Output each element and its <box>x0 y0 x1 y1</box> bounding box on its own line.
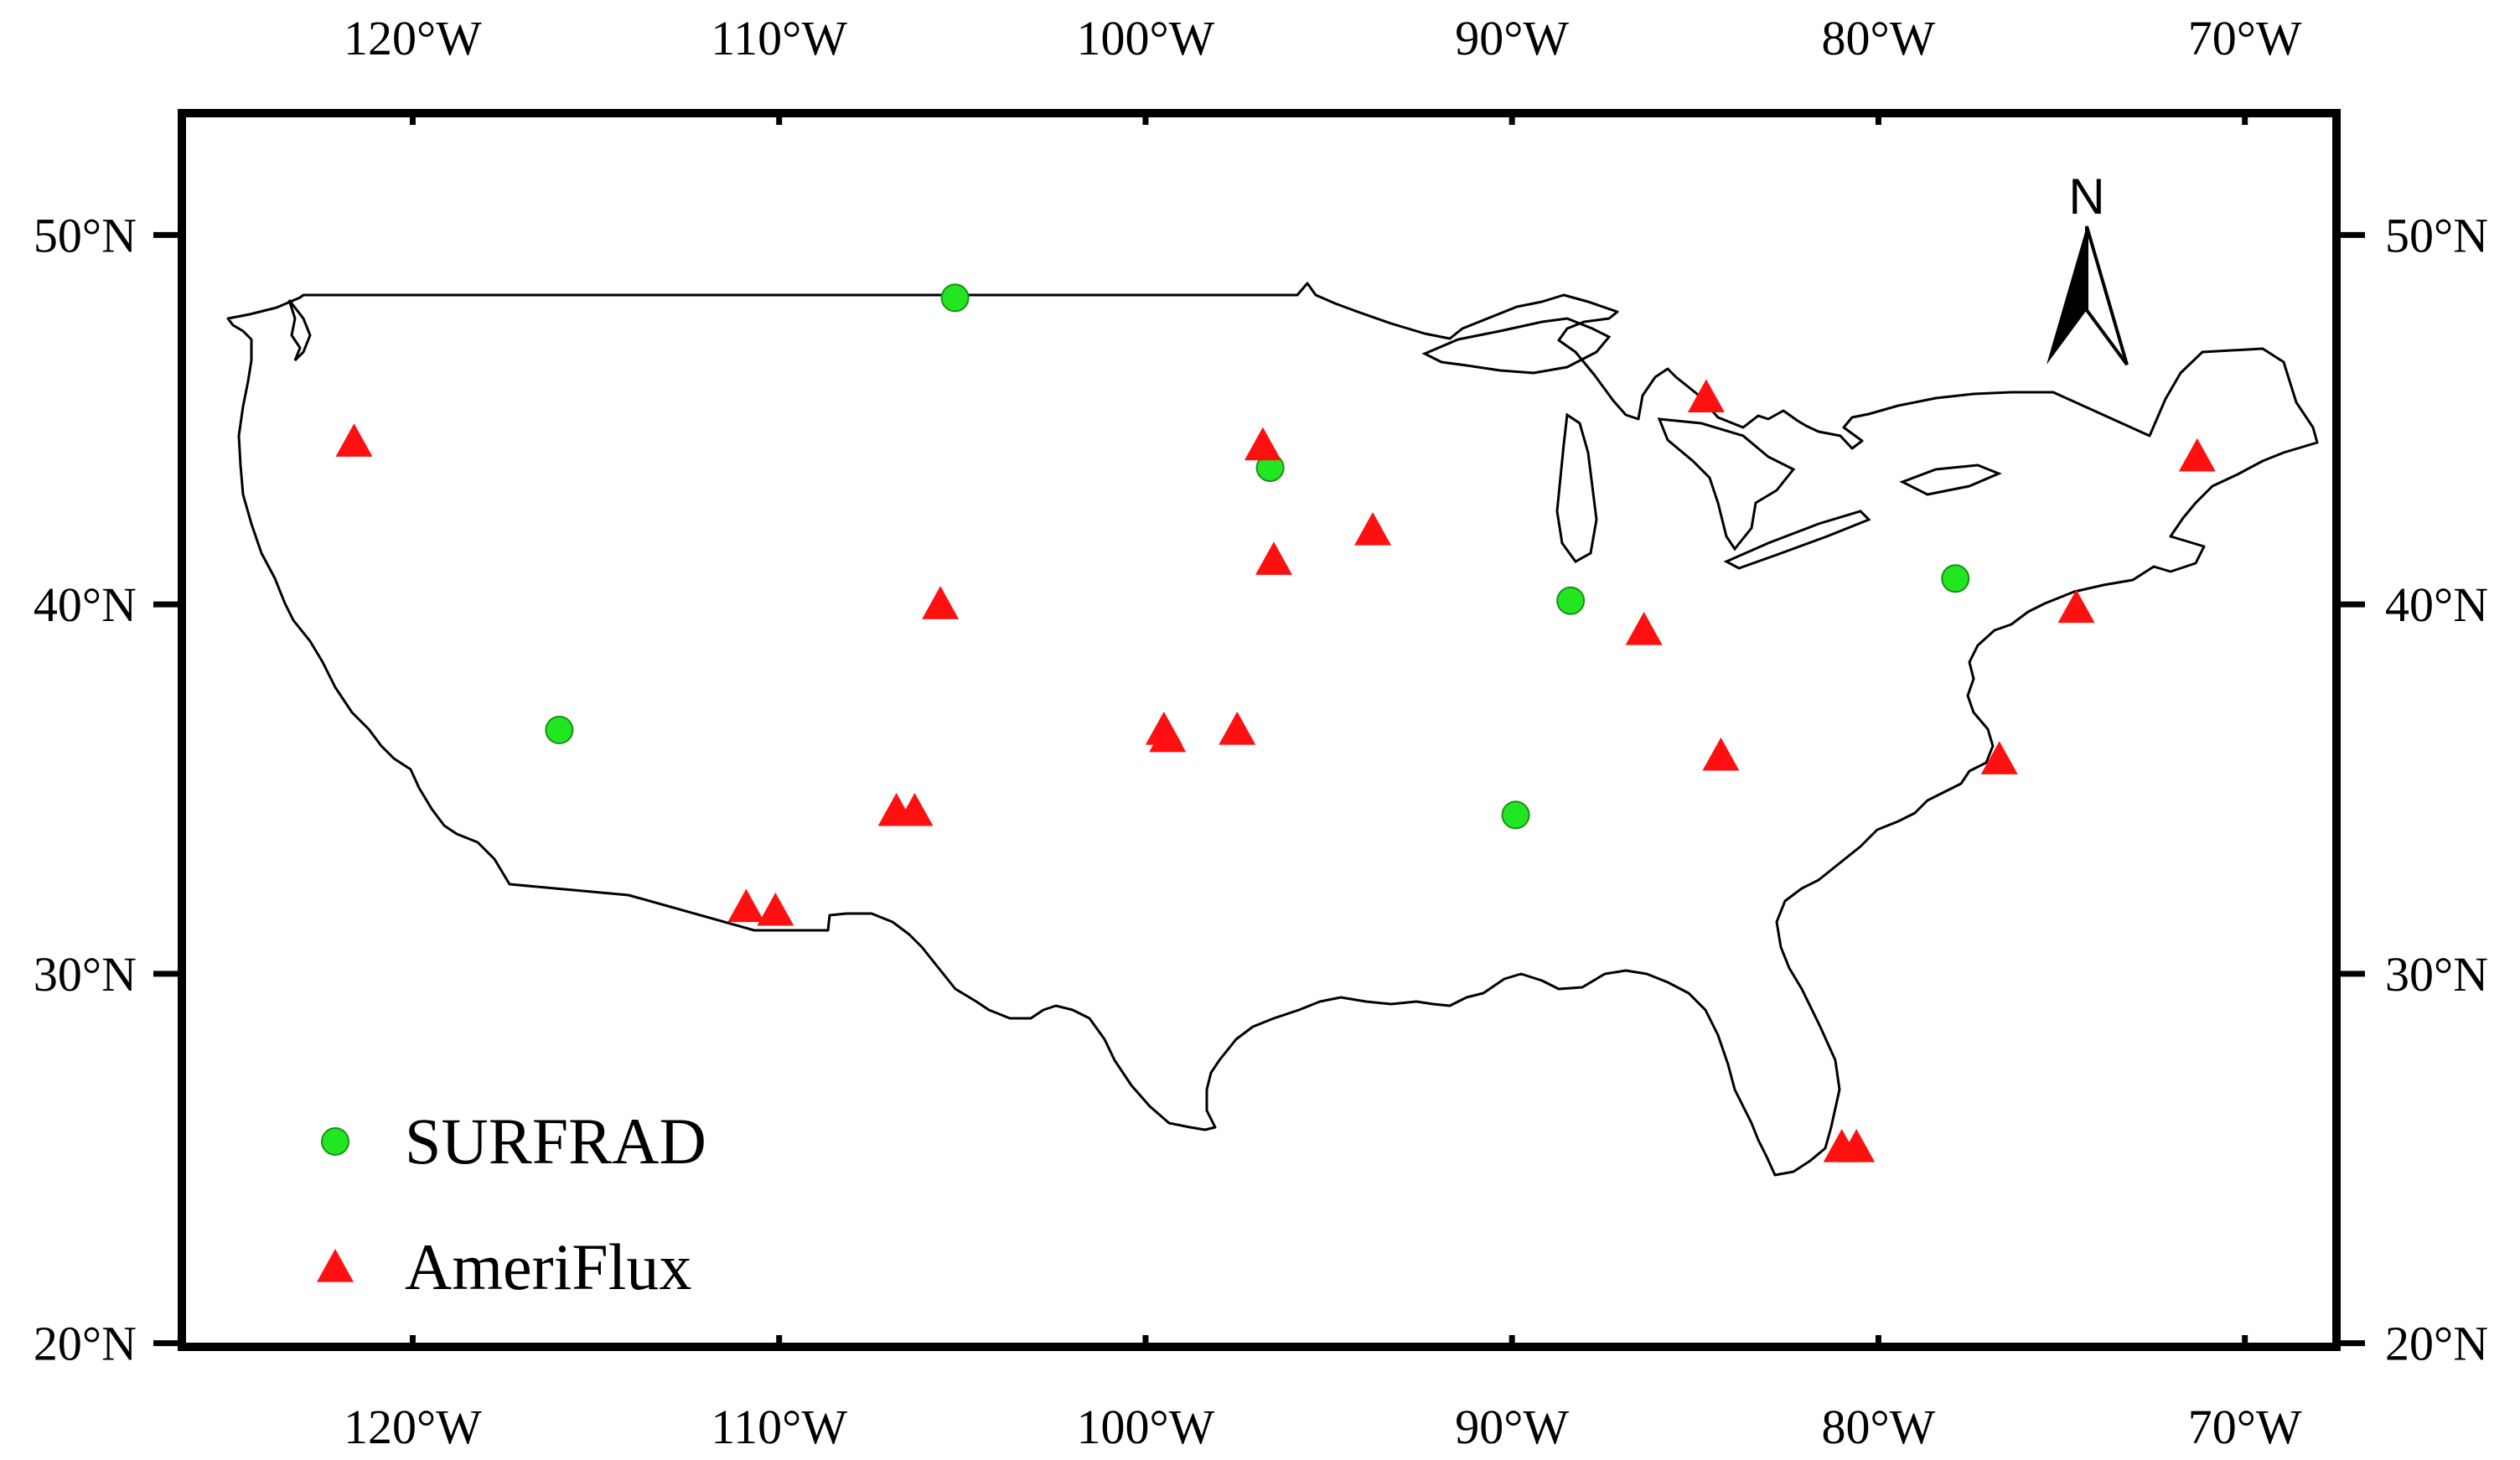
ameriflux-site-marker <box>1219 712 1256 745</box>
y-tick-label-right: 30°N <box>2385 947 2488 1002</box>
north-arrow-label: N <box>2068 168 2104 225</box>
x-tick-label-top: 110°W <box>711 11 847 65</box>
ameriflux-site-marker <box>1244 427 1281 461</box>
x-tick-label-top: 90°W <box>1455 11 1569 65</box>
lake-erie <box>1723 510 1871 570</box>
puget-sound <box>287 299 312 362</box>
y-tick-label-left: 30°N <box>34 947 137 1002</box>
surfrad-site-marker <box>1941 564 1970 593</box>
x-tick-label-bottom: 100°W <box>1076 1400 1214 1454</box>
ameriflux-site-marker <box>1838 1129 1876 1162</box>
ameriflux-site-marker <box>2178 437 2216 472</box>
us-outline <box>226 282 2319 1177</box>
lake-huron <box>1657 417 1796 551</box>
legend-ameriflux-marker <box>317 1249 354 1282</box>
legend-label: SURFRAD <box>405 1105 706 1178</box>
surfrad-site-marker <box>940 283 970 313</box>
ameriflux-site-marker <box>727 888 765 923</box>
y-tick-label-right: 50°N <box>2385 208 2488 262</box>
y-tick-label-right: 40°N <box>2385 577 2488 632</box>
ameriflux-site-marker <box>2057 589 2095 624</box>
ameriflux-site-marker <box>1354 512 1392 546</box>
lake-michigan <box>1555 412 1598 563</box>
ameriflux-site-marker <box>1149 718 1187 753</box>
map-frame <box>178 109 2341 1351</box>
north-arrow-outline-icon <box>2085 225 2129 366</box>
y-tick-label-left: 50°N <box>34 208 137 262</box>
surfrad-site-marker <box>545 716 574 744</box>
x-tick-label-bottom: 80°W <box>1821 1400 1935 1454</box>
y-tick-label-left: 40°N <box>34 577 137 632</box>
ameriflux-site-marker <box>335 423 373 457</box>
x-tick-label-top: 100°W <box>1076 11 1214 65</box>
x-tick-label-top: 80°W <box>1821 11 1935 65</box>
ameriflux-site-marker <box>1687 379 1725 412</box>
x-tick-label-top: 120°W <box>344 11 482 65</box>
x-tick-label-bottom: 90°W <box>1455 1400 1569 1454</box>
ameriflux-site-marker <box>896 792 934 826</box>
surfrad-site-marker <box>1556 586 1586 615</box>
y-tick-label-right: 20°N <box>2385 1317 2488 1371</box>
ameriflux-site-marker <box>1702 737 1740 771</box>
north-arrow-icon <box>2047 226 2087 365</box>
y-tick-label-left: 20°N <box>34 1317 137 1371</box>
x-tick-label-bottom: 110°W <box>711 1400 847 1454</box>
ameriflux-site-marker <box>757 892 794 926</box>
lake-ontario <box>1899 463 2002 496</box>
ameriflux-site-marker <box>922 586 960 619</box>
ameriflux-site-marker <box>1625 612 1663 645</box>
ameriflux-site-marker <box>1255 541 1292 575</box>
lake-superior <box>1421 317 1612 375</box>
legend-label: AmeriFlux <box>405 1230 691 1303</box>
legend-surfrad-marker <box>321 1127 349 1156</box>
x-tick-label-top: 70°W <box>2188 11 2302 65</box>
ameriflux-site-marker <box>1980 741 2018 774</box>
x-tick-label-bottom: 70°W <box>2188 1400 2302 1454</box>
surfrad-site-marker <box>1501 800 1530 830</box>
x-tick-label-bottom: 120°W <box>344 1400 482 1454</box>
